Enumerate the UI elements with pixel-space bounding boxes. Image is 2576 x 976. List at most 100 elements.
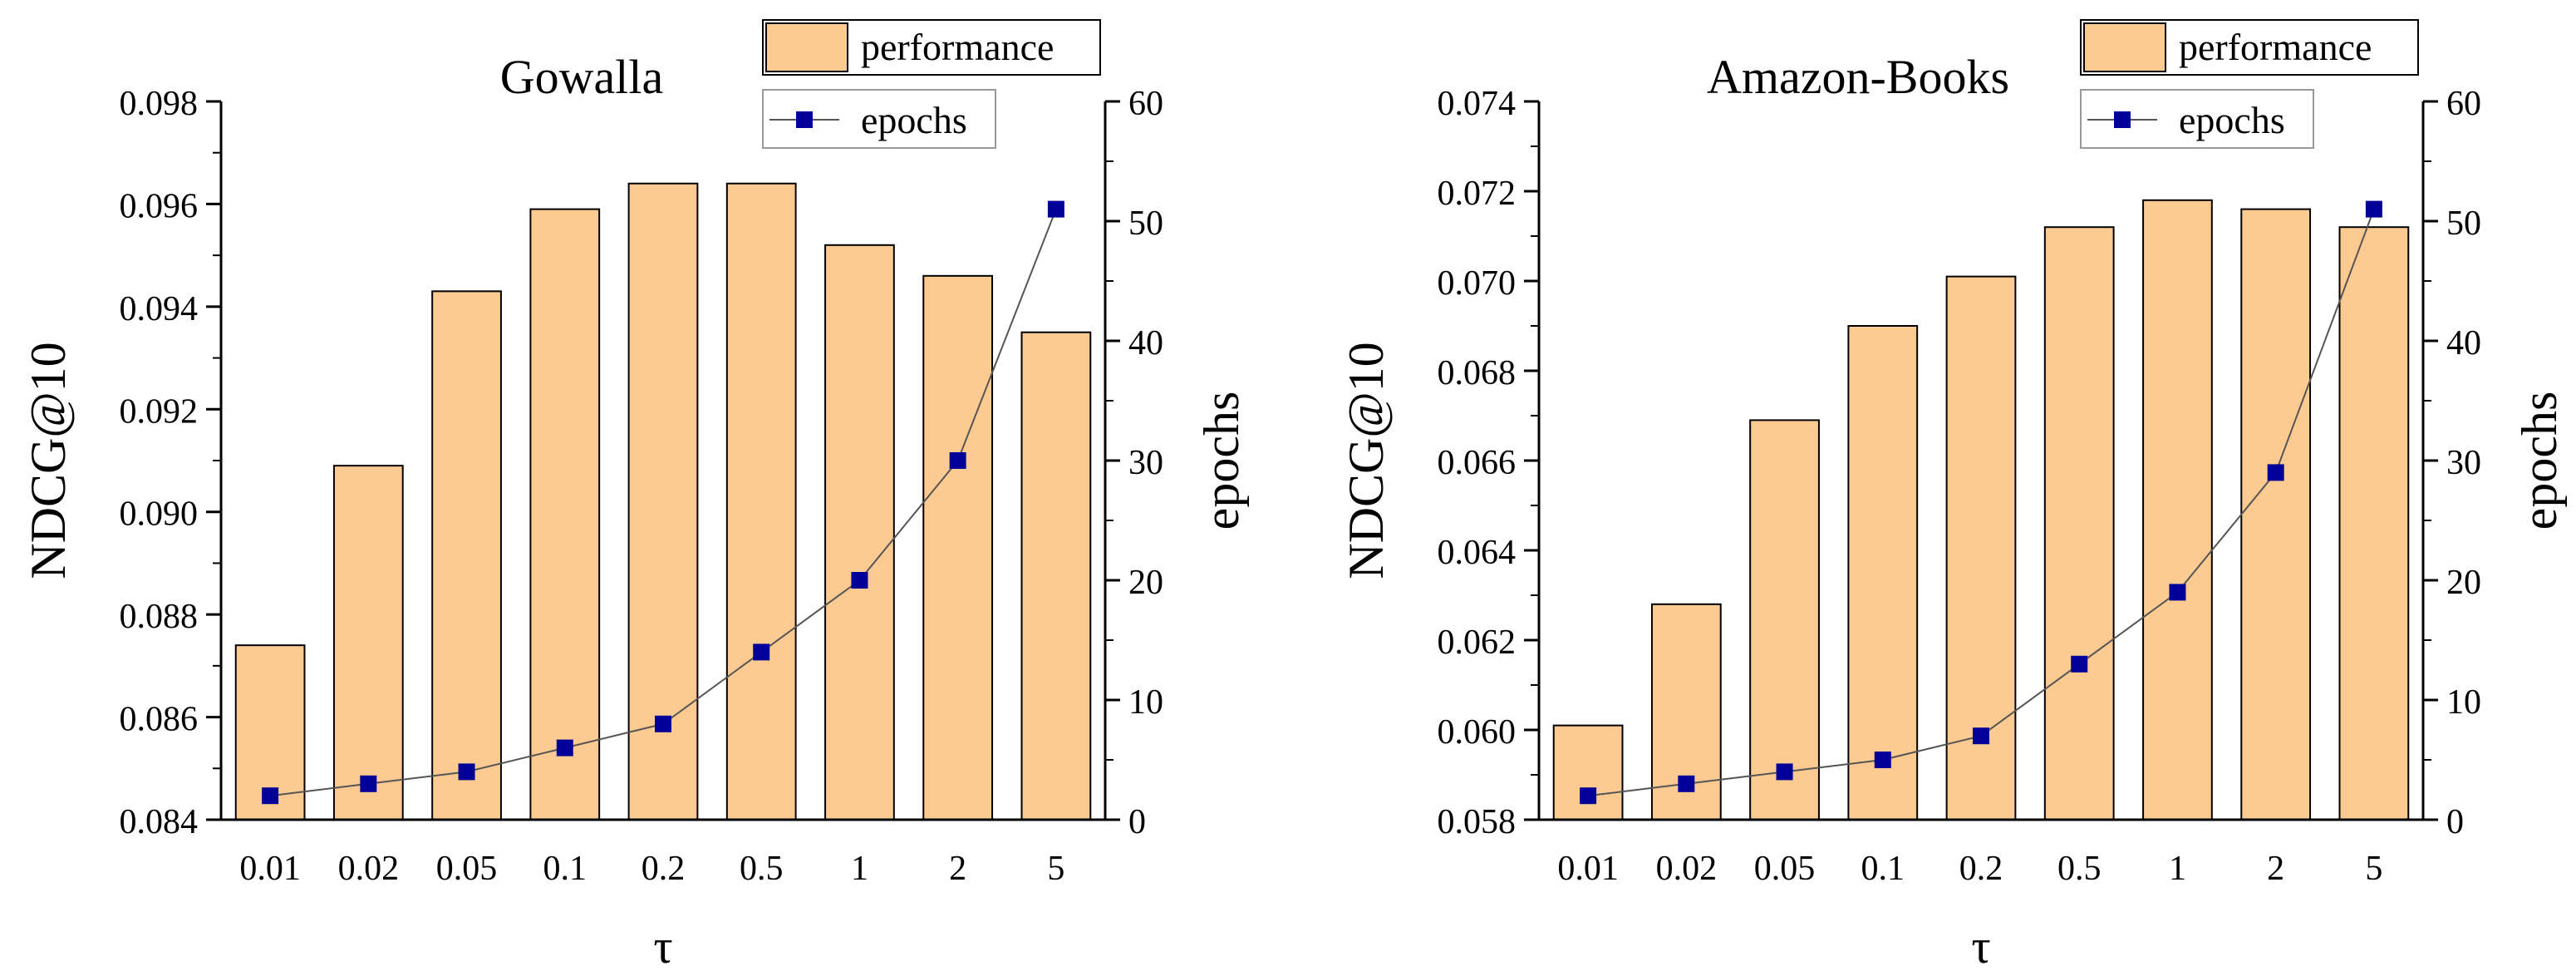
y2-tick-label: 30 [1128,444,1163,482]
y2-tick-label: 60 [2446,85,2481,123]
x-tick-label: 0.01 [239,850,301,888]
x-tick-label: 1 [851,850,868,888]
x-tick-label: 0.02 [338,850,400,888]
y-axis-title: NDCG@10 [21,342,76,579]
y2-axis-title: epochs [1194,392,1249,530]
x-tick-label: 0.02 [1656,850,1718,888]
epochs-point [1678,775,1695,792]
x-tick-label: 2 [2267,850,2284,888]
epochs-point [1047,200,1064,218]
y2-tick-label: 10 [1128,683,1163,722]
y-tick-label: 0.098 [120,85,199,123]
y2-tick-label: 20 [2446,564,2481,602]
legend-swatch-performance [765,22,848,72]
x-tick-label: 5 [1047,850,1064,888]
y2-tick-label: 0 [1128,803,1146,841]
bar [332,465,404,821]
y-tick-label: 0.058 [1438,803,1517,841]
epochs-point [2267,464,2284,481]
x-tick-label: 0.01 [1557,850,1619,888]
bar [2338,226,2410,821]
bar [922,274,994,821]
y-tick-label: 0.086 [120,701,199,739]
y2-tick-label: 30 [2446,444,2481,482]
bar [1749,419,1820,821]
y2-tick-label: 0 [2446,803,2464,841]
epochs-point [2071,655,2088,673]
epochs-point [2365,200,2382,218]
chart-title: Amazon-Books [1707,50,2009,104]
x-tick-label: 0.05 [1754,850,1816,888]
y-tick-label: 0.088 [120,598,199,636]
epochs-point [1776,763,1793,781]
epochs-point [949,452,966,469]
x-tick-label: 0.2 [1959,850,2003,888]
x-tick-label: 5 [2365,850,2382,888]
epochs-point [458,763,475,781]
bar [725,182,797,821]
bar [824,244,895,821]
legend: performance epochs [2080,19,2419,149]
y-tick-label: 0.062 [1438,624,1517,662]
epochs-point [655,715,671,732]
y-tick-label: 0.090 [120,495,199,534]
epochs-point [262,787,279,805]
bar [1552,724,1624,821]
y-tick-label: 0.092 [120,392,199,431]
epochs-point [1874,752,1891,768]
y2-tick-label: 50 [2446,205,2481,243]
epochs-point [1580,787,1597,805]
bar-series [1552,199,2410,821]
legend: performance epochs [762,19,1101,149]
y-tick-label: 0.084 [120,803,199,841]
legend-marker-epochs [2114,111,2131,128]
epochs-point [753,643,770,661]
x-tick-label: 0.1 [1861,850,1905,888]
epochs-point [851,572,868,589]
y-tick-label: 0.070 [1438,264,1517,303]
epochs-point [360,775,377,792]
legend-label-performance: performance [861,26,1054,68]
legend-label-epochs: epochs [2179,99,2285,141]
x-axis-title: τ [653,919,672,974]
x-tick-label: 0.5 [740,850,784,888]
x-tick-label: 1 [2169,850,2186,888]
bar [627,182,699,821]
bar [1020,331,1092,821]
bar [529,208,601,821]
bar [2043,226,2115,821]
chart-panel-1: 0.084 0.086 0.088 0.090 0.092 0.094 0.096 0.098… [21,19,1249,974]
x-tick-label: 0.05 [436,850,498,888]
bar-series [234,182,1092,821]
epochs-point [1973,727,1989,745]
bar [431,290,502,821]
y2-tick-label: 50 [1128,205,1163,243]
chart-title: Gowalla [500,50,664,104]
x-tick-label: 2 [949,850,966,888]
y-tick-label: 0.074 [1438,85,1517,123]
y-tick-label: 0.094 [120,290,199,328]
legend-marker-epochs [796,111,813,128]
legend-label-performance: performance [2179,26,2372,68]
y2-tick-label: 10 [2446,683,2481,722]
y2-axis-title: epochs [2512,392,2567,530]
x-tick-label: 0.1 [543,850,587,888]
chart-panel-2: 0.058 0.060 0.062 0.064 0.066 0.068 0.070 0.072… [1339,19,2567,974]
y-tick-label: 0.068 [1438,354,1517,392]
y2-tick-label: 60 [1128,85,1163,123]
y-tick-label: 0.072 [1438,175,1517,213]
epochs-point [556,739,573,757]
y-axis-title: NDCG@10 [1339,342,1394,579]
legend-label-epochs: epochs [861,99,967,141]
y-tick-label: 0.060 [1438,713,1517,752]
epochs-point [2169,584,2186,601]
bar [2142,199,2213,821]
legend-swatch-performance [2083,22,2166,72]
y-tick-label: 0.064 [1438,534,1517,572]
x-tick-label: 0.2 [642,850,686,888]
x-tick-label: 0.5 [2057,850,2102,888]
y-tick-label: 0.096 [120,187,199,225]
x-axis-title: τ [1971,919,1990,974]
